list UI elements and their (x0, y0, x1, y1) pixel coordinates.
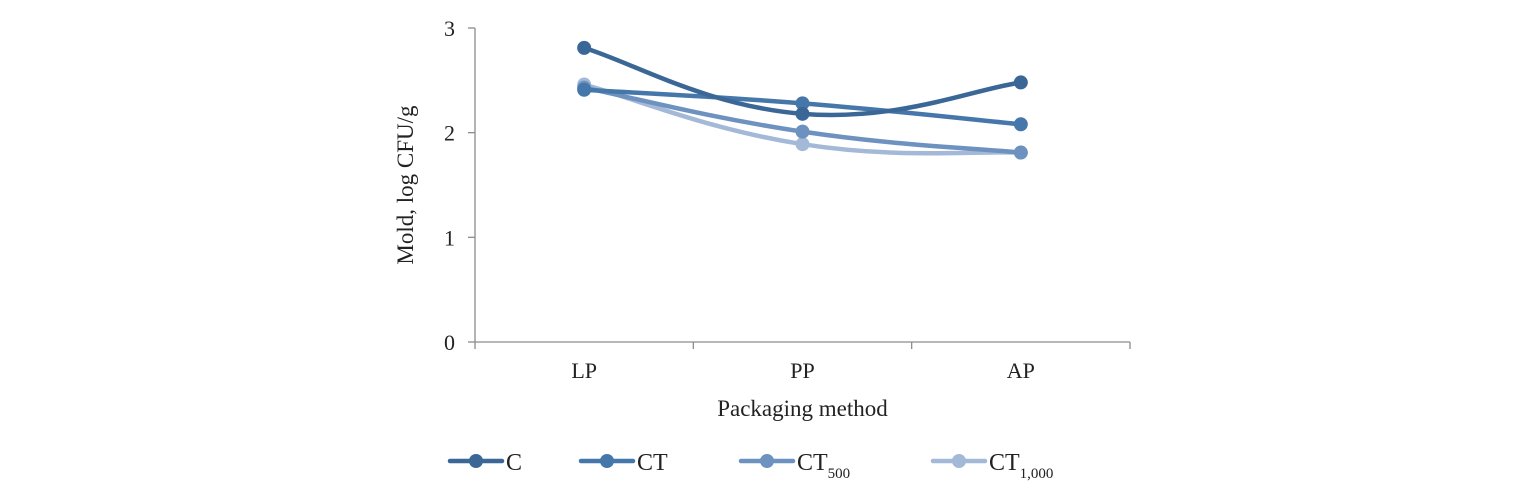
data-point (795, 96, 810, 111)
legend-swatch-marker (760, 454, 774, 468)
legend-label-main: CT (989, 450, 1020, 476)
legend-label-subscript: 500 (828, 466, 851, 482)
data-point (1013, 145, 1028, 160)
legend-label: CT500 (797, 450, 850, 482)
x-axis-title: Packaging method (717, 396, 888, 421)
legend-label-main: CT (797, 450, 828, 476)
legend-item-3: CT1,000 (930, 450, 1053, 482)
legend-label-main: CT (637, 450, 668, 476)
legend: C CT CT500 CT1,000 (447, 450, 1053, 482)
y-tick-label: 1 (444, 225, 455, 250)
legend-label: CT1,000 (989, 450, 1053, 482)
legend-swatch-marker (600, 454, 614, 468)
axes (468, 27, 1131, 349)
legend-item-1: CT (578, 450, 668, 476)
y-tick-label: 3 (444, 16, 455, 41)
data-point (795, 137, 810, 152)
data-point (577, 82, 592, 97)
x-tick-label: LP (571, 358, 597, 383)
x-tick-label: PP (790, 358, 814, 383)
legend-swatch-marker (469, 454, 483, 468)
legend-label: CT (637, 450, 668, 476)
legend-label: C (506, 450, 522, 476)
legend-item-0: C (447, 450, 522, 476)
legend-swatch-marker (952, 454, 966, 468)
data-point (795, 106, 810, 121)
y-tick-label: 2 (444, 121, 455, 146)
series-1 (577, 82, 1028, 132)
data-point (577, 40, 592, 55)
data-point (1013, 117, 1028, 132)
series-layer (577, 40, 1028, 160)
data-point (1013, 75, 1028, 90)
labels-layer: Packaging method Mold, log CFU/g 0 1 2 3 LP P… (393, 16, 1035, 421)
y-axis-title: Mold, log CFU/g (393, 105, 418, 265)
x-tick-label: AP (1007, 358, 1035, 383)
series-0 (577, 40, 1028, 121)
data-point (795, 124, 810, 139)
legend-item-2: CT500 (738, 450, 850, 482)
y-tick-label: 0 (444, 330, 455, 355)
legend-label-subscript: 1,000 (1020, 466, 1054, 482)
legend-label-main: C (506, 450, 522, 476)
